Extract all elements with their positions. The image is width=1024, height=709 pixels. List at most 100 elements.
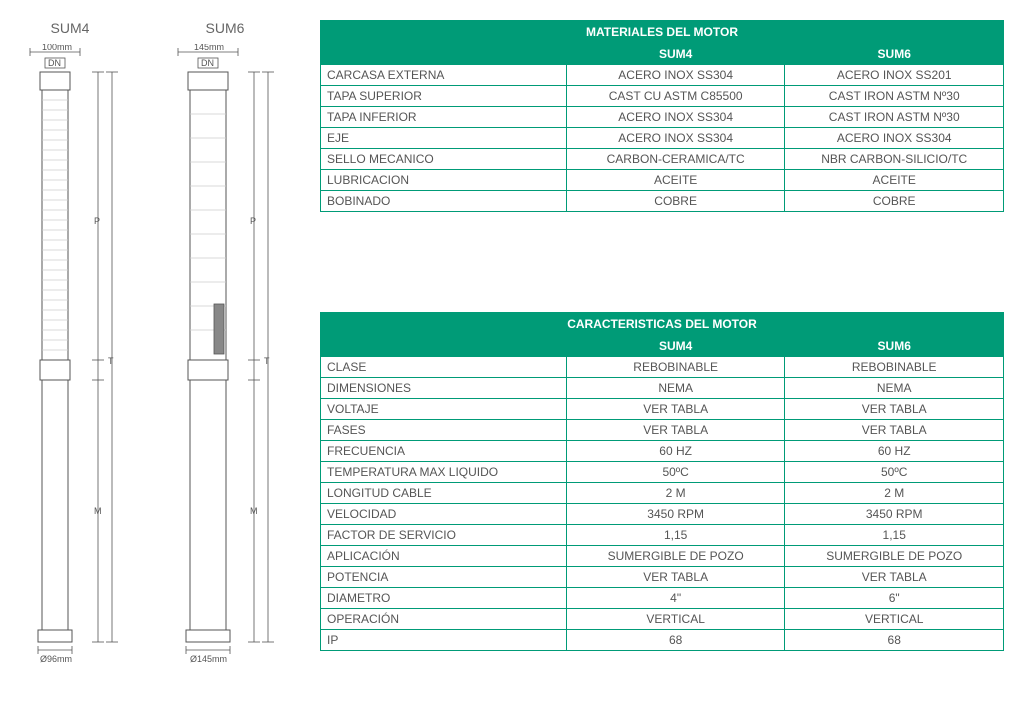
row-label: VOLTAJE: [321, 399, 567, 420]
row-label: POTENCIA: [321, 567, 567, 588]
row-val-b: VER TABLA: [785, 420, 1004, 441]
row-val-a: SUMERGIBLE DE POZO: [566, 546, 785, 567]
row-val-a: CAST CU ASTM C85500: [566, 86, 785, 107]
table2-colA: SUM4: [566, 336, 785, 357]
row-val-a: 4": [566, 588, 785, 609]
row-val-a: NEMA: [566, 378, 785, 399]
table-caracteristicas: CARACTERISTICAS DEL MOTOR SUM4 SUM6 CLAS…: [320, 312, 1004, 651]
tables-column: MATERIALES DEL MOTOR SUM4 SUM6 CARCASA E…: [320, 20, 1004, 664]
table-row: EJEACERO INOX SS304ACERO INOX SS304: [321, 128, 1004, 149]
diagram-sum6: SUM6 145mm DN: [170, 20, 280, 664]
row-val-a: ACERO INOX SS304: [566, 128, 785, 149]
row-val-a: VER TABLA: [566, 420, 785, 441]
pump-svg-sum6: 145mm DN Ø145mm: [170, 44, 280, 664]
table-row: FRECUENCIA60 HZ60 HZ: [321, 441, 1004, 462]
table-row: OPERACIÓNVERTICALVERTICAL: [321, 609, 1004, 630]
table-row: DIAMETRO4"6": [321, 588, 1004, 609]
table-row: IP6868: [321, 630, 1004, 651]
row-label: DIMENSIONES: [321, 378, 567, 399]
row-val-a: VERTICAL: [566, 609, 785, 630]
table-row: POTENCIAVER TABLAVER TABLA: [321, 567, 1004, 588]
svg-text:DN: DN: [201, 58, 214, 68]
row-label: SELLO MECANICO: [321, 149, 567, 170]
row-val-a: COBRE: [566, 191, 785, 212]
svg-text:M: M: [94, 506, 102, 516]
row-val-a: VER TABLA: [566, 399, 785, 420]
pump-svg-sum4: 100mm DN: [20, 44, 120, 664]
svg-text:145mm: 145mm: [194, 44, 224, 52]
row-val-b: VER TABLA: [785, 567, 1004, 588]
svg-text:P: P: [250, 216, 256, 226]
table-row: DIMENSIONESNEMANEMA: [321, 378, 1004, 399]
row-label: LUBRICACION: [321, 170, 567, 191]
svg-text:Ø96mm: Ø96mm: [40, 654, 72, 664]
diagrams-column: SUM4 100mm DN: [20, 20, 280, 664]
table-row: FACTOR DE SERVICIO1,151,15: [321, 525, 1004, 546]
row-val-b: VERTICAL: [785, 609, 1004, 630]
table-row: TEMPERATURA MAX LIQUIDO50ºC50ºC: [321, 462, 1004, 483]
row-label: DIAMETRO: [321, 588, 567, 609]
row-val-a: REBOBINABLE: [566, 357, 785, 378]
row-label: FASES: [321, 420, 567, 441]
table2-colB: SUM6: [785, 336, 1004, 357]
row-label: FRECUENCIA: [321, 441, 567, 462]
row-label: FACTOR DE SERVICIO: [321, 525, 567, 546]
table2-title: CARACTERISTICAS DEL MOTOR: [321, 313, 1004, 336]
row-label: CLASE: [321, 357, 567, 378]
row-val-a: 1,15: [566, 525, 785, 546]
row-label: TAPA INFERIOR: [321, 107, 567, 128]
svg-text:DN: DN: [48, 58, 61, 68]
svg-text:T: T: [108, 356, 114, 366]
row-label: TEMPERATURA MAX LIQUIDO: [321, 462, 567, 483]
row-val-b: 2 M: [785, 483, 1004, 504]
row-val-b: COBRE: [785, 191, 1004, 212]
row-val-b: ACEITE: [785, 170, 1004, 191]
diagram-sum4: SUM4 100mm DN: [20, 20, 120, 664]
table1-colA: SUM4: [566, 44, 785, 65]
row-label: LONGITUD CABLE: [321, 483, 567, 504]
row-val-a: 50ºC: [566, 462, 785, 483]
table-row: APLICACIÓNSUMERGIBLE DE POZOSUMERGIBLE D…: [321, 546, 1004, 567]
table2-blank: [321, 336, 567, 357]
row-val-b: REBOBINABLE: [785, 357, 1004, 378]
row-val-a: ACERO INOX SS304: [566, 107, 785, 128]
table-row: VELOCIDAD3450 RPM3450 RPM: [321, 504, 1004, 525]
row-val-a: CARBON-CERAMICA/TC: [566, 149, 785, 170]
row-val-a: 3450 RPM: [566, 504, 785, 525]
svg-text:Ø145mm: Ø145mm: [190, 654, 227, 664]
row-val-b: SUMERGIBLE DE POZO: [785, 546, 1004, 567]
row-val-b: NEMA: [785, 378, 1004, 399]
table-row: CARCASA EXTERNAACERO INOX SS304ACERO INO…: [321, 65, 1004, 86]
table-row: SELLO MECANICOCARBON-CERAMICA/TCNBR CARB…: [321, 149, 1004, 170]
table-row: TAPA INFERIORACERO INOX SS304CAST IRON A…: [321, 107, 1004, 128]
diagram-sum4-title: SUM4: [51, 20, 90, 36]
table-row: CLASEREBOBINABLEREBOBINABLE: [321, 357, 1004, 378]
row-val-b: 3450 RPM: [785, 504, 1004, 525]
row-val-b: 68: [785, 630, 1004, 651]
row-val-b: ACERO INOX SS304: [785, 128, 1004, 149]
row-val-b: NBR CARBON-SILICIO/TC: [785, 149, 1004, 170]
row-label: EJE: [321, 128, 567, 149]
row-val-a: ACEITE: [566, 170, 785, 191]
table-row: VOLTAJEVER TABLAVER TABLA: [321, 399, 1004, 420]
table1-title: MATERIALES DEL MOTOR: [321, 21, 1004, 44]
row-val-a: 60 HZ: [566, 441, 785, 462]
diagram-sum6-title: SUM6: [206, 20, 245, 36]
svg-text:T: T: [264, 356, 270, 366]
row-val-a: 68: [566, 630, 785, 651]
row-val-a: ACERO INOX SS304: [566, 65, 785, 86]
row-val-b: 50ºC: [785, 462, 1004, 483]
row-label: APLICACIÓN: [321, 546, 567, 567]
row-val-a: 2 M: [566, 483, 785, 504]
row-val-a: VER TABLA: [566, 567, 785, 588]
table1-colB: SUM6: [785, 44, 1004, 65]
row-label: IP: [321, 630, 567, 651]
row-label: OPERACIÓN: [321, 609, 567, 630]
table-row: BOBINADOCOBRECOBRE: [321, 191, 1004, 212]
row-val-b: 1,15: [785, 525, 1004, 546]
row-val-b: VER TABLA: [785, 399, 1004, 420]
table-materiales: MATERIALES DEL MOTOR SUM4 SUM6 CARCASA E…: [320, 20, 1004, 212]
svg-text:100mm: 100mm: [42, 44, 72, 52]
table-row: FASESVER TABLAVER TABLA: [321, 420, 1004, 441]
table1-blank: [321, 44, 567, 65]
